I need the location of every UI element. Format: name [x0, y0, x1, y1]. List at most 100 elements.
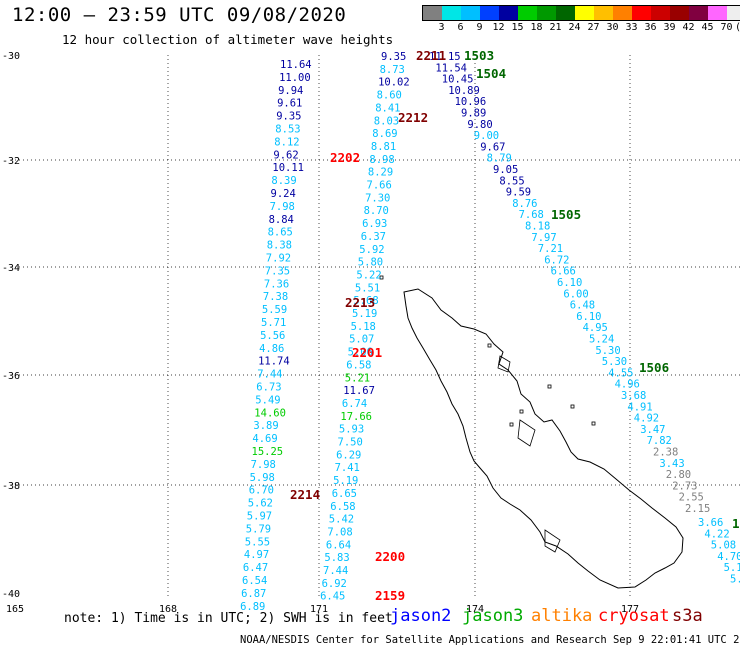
lon-label: 177: [621, 604, 639, 615]
swh-value: 8.39: [271, 175, 296, 187]
swh-value: 8.81: [371, 141, 396, 153]
swh-value: 8.84: [269, 214, 294, 226]
swh-value: 5.30: [602, 356, 627, 368]
swh-value: 5.59: [262, 304, 287, 316]
swh-value: 7.36: [264, 278, 289, 290]
lat-label: -38: [2, 481, 20, 492]
swh-value: 5.07: [349, 334, 374, 346]
swh-value: 8.65: [268, 227, 293, 239]
pass-time-label: 2214: [290, 487, 320, 502]
swh-value: 10.02: [378, 77, 410, 89]
swh-value: 7.08: [327, 527, 352, 539]
swh-value: 6.10: [557, 277, 582, 289]
swh-value: 8.55: [499, 175, 524, 187]
swh-value: 2.55: [679, 492, 704, 504]
swh-value: 5.92: [359, 244, 384, 256]
swh-value: 7.98: [270, 201, 295, 213]
swh-value: 6.64: [326, 539, 351, 551]
legend-label: 9: [476, 22, 483, 33]
swh-value: 9.59: [506, 187, 531, 199]
swh-value: 9.80: [467, 119, 492, 131]
swh-value: 7.35: [265, 265, 290, 277]
pass-time-label: 2159: [375, 588, 405, 603]
swh-value: 3.47: [640, 424, 665, 436]
legend-label: 18: [530, 22, 543, 33]
swh-value: 3.66: [698, 517, 723, 529]
swh-value: 6.58: [346, 359, 371, 371]
swh-value: 8.70: [364, 205, 389, 217]
legend-label: 42: [682, 22, 695, 33]
swh-value: 8.41: [375, 102, 400, 114]
inlet: [517, 419, 536, 447]
swh-value: 8.29: [368, 167, 393, 179]
swh-value: 5.68: [353, 295, 378, 307]
swh-value: 6.89: [240, 601, 265, 613]
swh-value: 8.76: [512, 198, 537, 210]
swh-value: 6.66: [551, 266, 576, 278]
swh-value: 5.08: [711, 540, 736, 552]
swh-value: 7.44: [323, 565, 348, 577]
swh-value: 5.97: [247, 511, 272, 523]
swh-value: 6.58: [330, 501, 355, 513]
island: [570, 404, 575, 409]
swh-value: 5.30: [595, 345, 620, 357]
swh-value: 9.67: [480, 141, 505, 153]
swh-value: 8.79: [487, 153, 512, 165]
map-subtitle: 12 hour collection of altimeter wave hei…: [62, 32, 394, 47]
swh-value: 8.03: [374, 115, 399, 127]
swh-value: 9.24: [271, 188, 296, 200]
swh-value: 7.97: [531, 232, 556, 244]
legend-label: 6: [457, 22, 464, 33]
wave-height-color-legend: [422, 5, 740, 21]
legend-label: 39: [663, 22, 676, 33]
legend-label: 3: [438, 22, 445, 33]
swh-value: 11.64: [280, 59, 312, 71]
legend-swatch-0: [442, 6, 461, 20]
swh-value: 8.60: [377, 90, 402, 102]
pass-time-label: 1506: [639, 360, 669, 375]
swh-value: 5.19: [333, 475, 358, 487]
legend-label: 36: [644, 22, 657, 33]
swh-value: 4.91: [627, 401, 652, 413]
swh-value: 6.54: [242, 575, 267, 587]
swh-value: 5.98: [250, 472, 275, 484]
legend-swatch-10: [632, 6, 651, 20]
credit-line: NOAA/NESDIS Center for Satellite Applica…: [240, 634, 740, 646]
swh-value: 5.1: [724, 562, 740, 574]
legend-unit: (ft): [734, 22, 740, 33]
legend-swatch-8: [594, 6, 613, 20]
island: [591, 421, 596, 426]
swh-value: 5.80: [358, 257, 383, 269]
coastline: [403, 288, 684, 589]
pass-time-label: 2211: [416, 48, 446, 63]
swh-value: 6.73: [256, 382, 281, 394]
swh-value: 17.66: [340, 411, 372, 423]
inlet: [497, 355, 511, 373]
swh-value: 5.93: [339, 424, 364, 436]
swh-value: 3.68: [621, 390, 646, 402]
swh-value: 6.93: [362, 218, 387, 230]
pass-time-label: 1503: [464, 48, 494, 63]
legend-swatch-2: [480, 6, 499, 20]
legend-label: 45: [701, 22, 714, 33]
swh-value: 11.54: [435, 62, 467, 74]
swh-value: 6.45: [320, 591, 345, 603]
swh-value: 6.48: [570, 300, 595, 312]
legend-swatch-7: [575, 6, 594, 20]
swh-value: 6.92: [322, 578, 347, 590]
swh-value: 5.62: [248, 498, 273, 510]
swh-value: 7.92: [266, 253, 291, 265]
swh-value: 5.79: [246, 523, 271, 535]
legend-swatch-14: [708, 6, 727, 20]
legend-swatch-under: [423, 6, 442, 20]
swh-value: 5.55: [245, 536, 270, 548]
swh-value: 10.45: [442, 74, 474, 86]
legend-swatch-13: [689, 6, 708, 20]
satellite-cryosat: cryosat: [598, 606, 670, 626]
swh-value: 11.74: [258, 356, 290, 368]
swh-value: 7.38: [263, 291, 288, 303]
lat-label: -32: [2, 156, 20, 167]
swh-value: 9.00: [474, 130, 499, 142]
swh-value: 6.37: [361, 231, 386, 243]
